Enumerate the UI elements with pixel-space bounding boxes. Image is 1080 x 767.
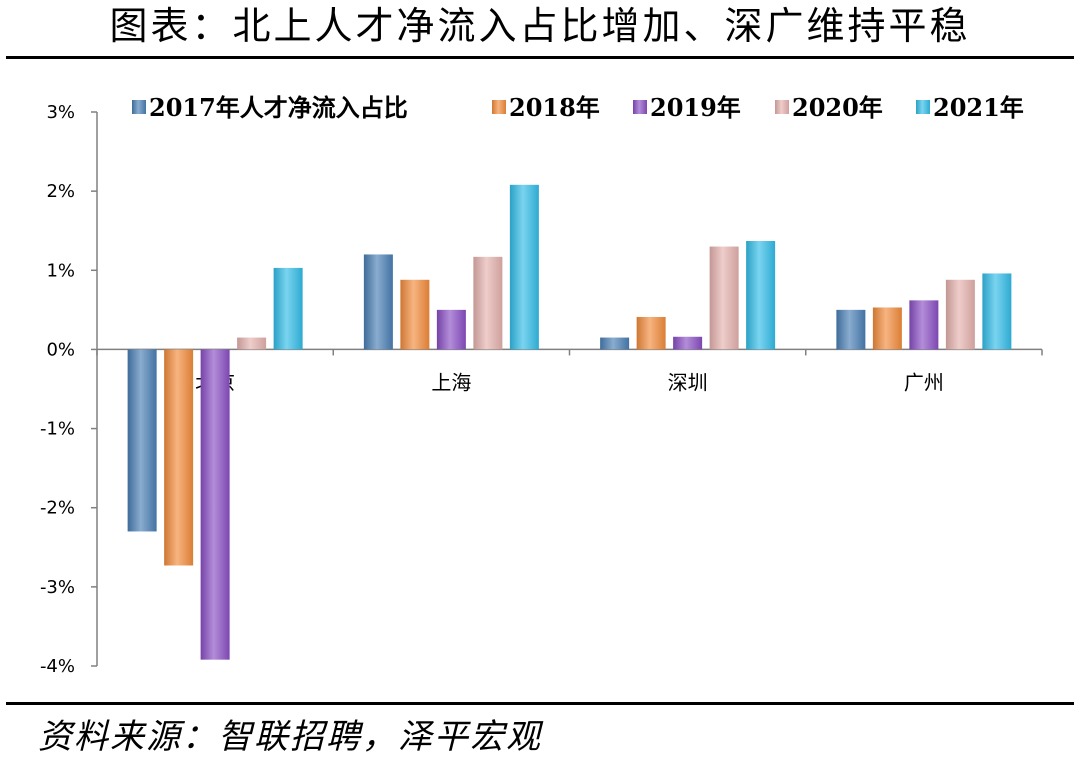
bars	[127, 184, 1012, 660]
legend: 2017年人才净流入占比 2018年 2019年 2020年 2021年	[132, 93, 1024, 122]
bar	[945, 279, 975, 350]
x-category-label: 上海	[431, 370, 471, 394]
top-rule	[6, 56, 1074, 59]
bar	[836, 309, 866, 350]
bar	[872, 307, 902, 350]
x-category-label: 广州	[904, 370, 944, 394]
y-tick-label: 0%	[46, 339, 75, 360]
y-tick-label: 3%	[46, 102, 75, 123]
legend-label: 2019年	[650, 93, 741, 122]
source-note: 资料来源：智联招聘，泽平宏观	[38, 717, 542, 757]
bar	[473, 256, 503, 350]
y-tick-label: -1%	[40, 419, 75, 440]
legend-swatch	[132, 100, 146, 114]
chart-title: 图表：北上人才净流入占比增加、深广维持平稳	[109, 4, 971, 48]
legend-label: 2021年	[933, 93, 1024, 122]
bar	[709, 246, 739, 350]
bar	[127, 349, 157, 532]
y-tick-label: 2%	[46, 181, 75, 202]
legend-label: 2017年人才净流入占比	[149, 93, 408, 122]
legend-label: 2018年	[509, 93, 600, 122]
bar	[509, 184, 539, 350]
bar-chart: 3%2%1%0%-1%-2%-3%-4%北京上海深圳广州 2017年人才净流入占…	[40, 93, 1043, 677]
bar	[600, 337, 630, 350]
legend-swatch	[633, 100, 647, 114]
legend-label: 2020年	[792, 93, 883, 122]
bar	[164, 349, 194, 566]
legend-swatch	[775, 100, 789, 114]
bar	[363, 254, 393, 350]
bar	[909, 300, 939, 350]
y-tick-label: -2%	[40, 498, 75, 519]
bar	[273, 267, 303, 350]
bar	[636, 316, 666, 350]
bar	[673, 336, 703, 350]
x-category-label: 深圳	[668, 370, 708, 394]
legend-swatch	[916, 100, 930, 114]
bar	[746, 241, 776, 350]
bar	[237, 337, 267, 350]
bottom-rule	[6, 702, 1074, 705]
y-tick-label: -3%	[40, 577, 75, 598]
bar	[200, 349, 230, 660]
legend-swatch	[492, 100, 506, 114]
bar	[982, 273, 1012, 350]
bar	[400, 279, 430, 350]
bar	[436, 309, 466, 350]
y-tick-label: 1%	[46, 260, 75, 281]
y-tick-label: -4%	[40, 656, 75, 677]
